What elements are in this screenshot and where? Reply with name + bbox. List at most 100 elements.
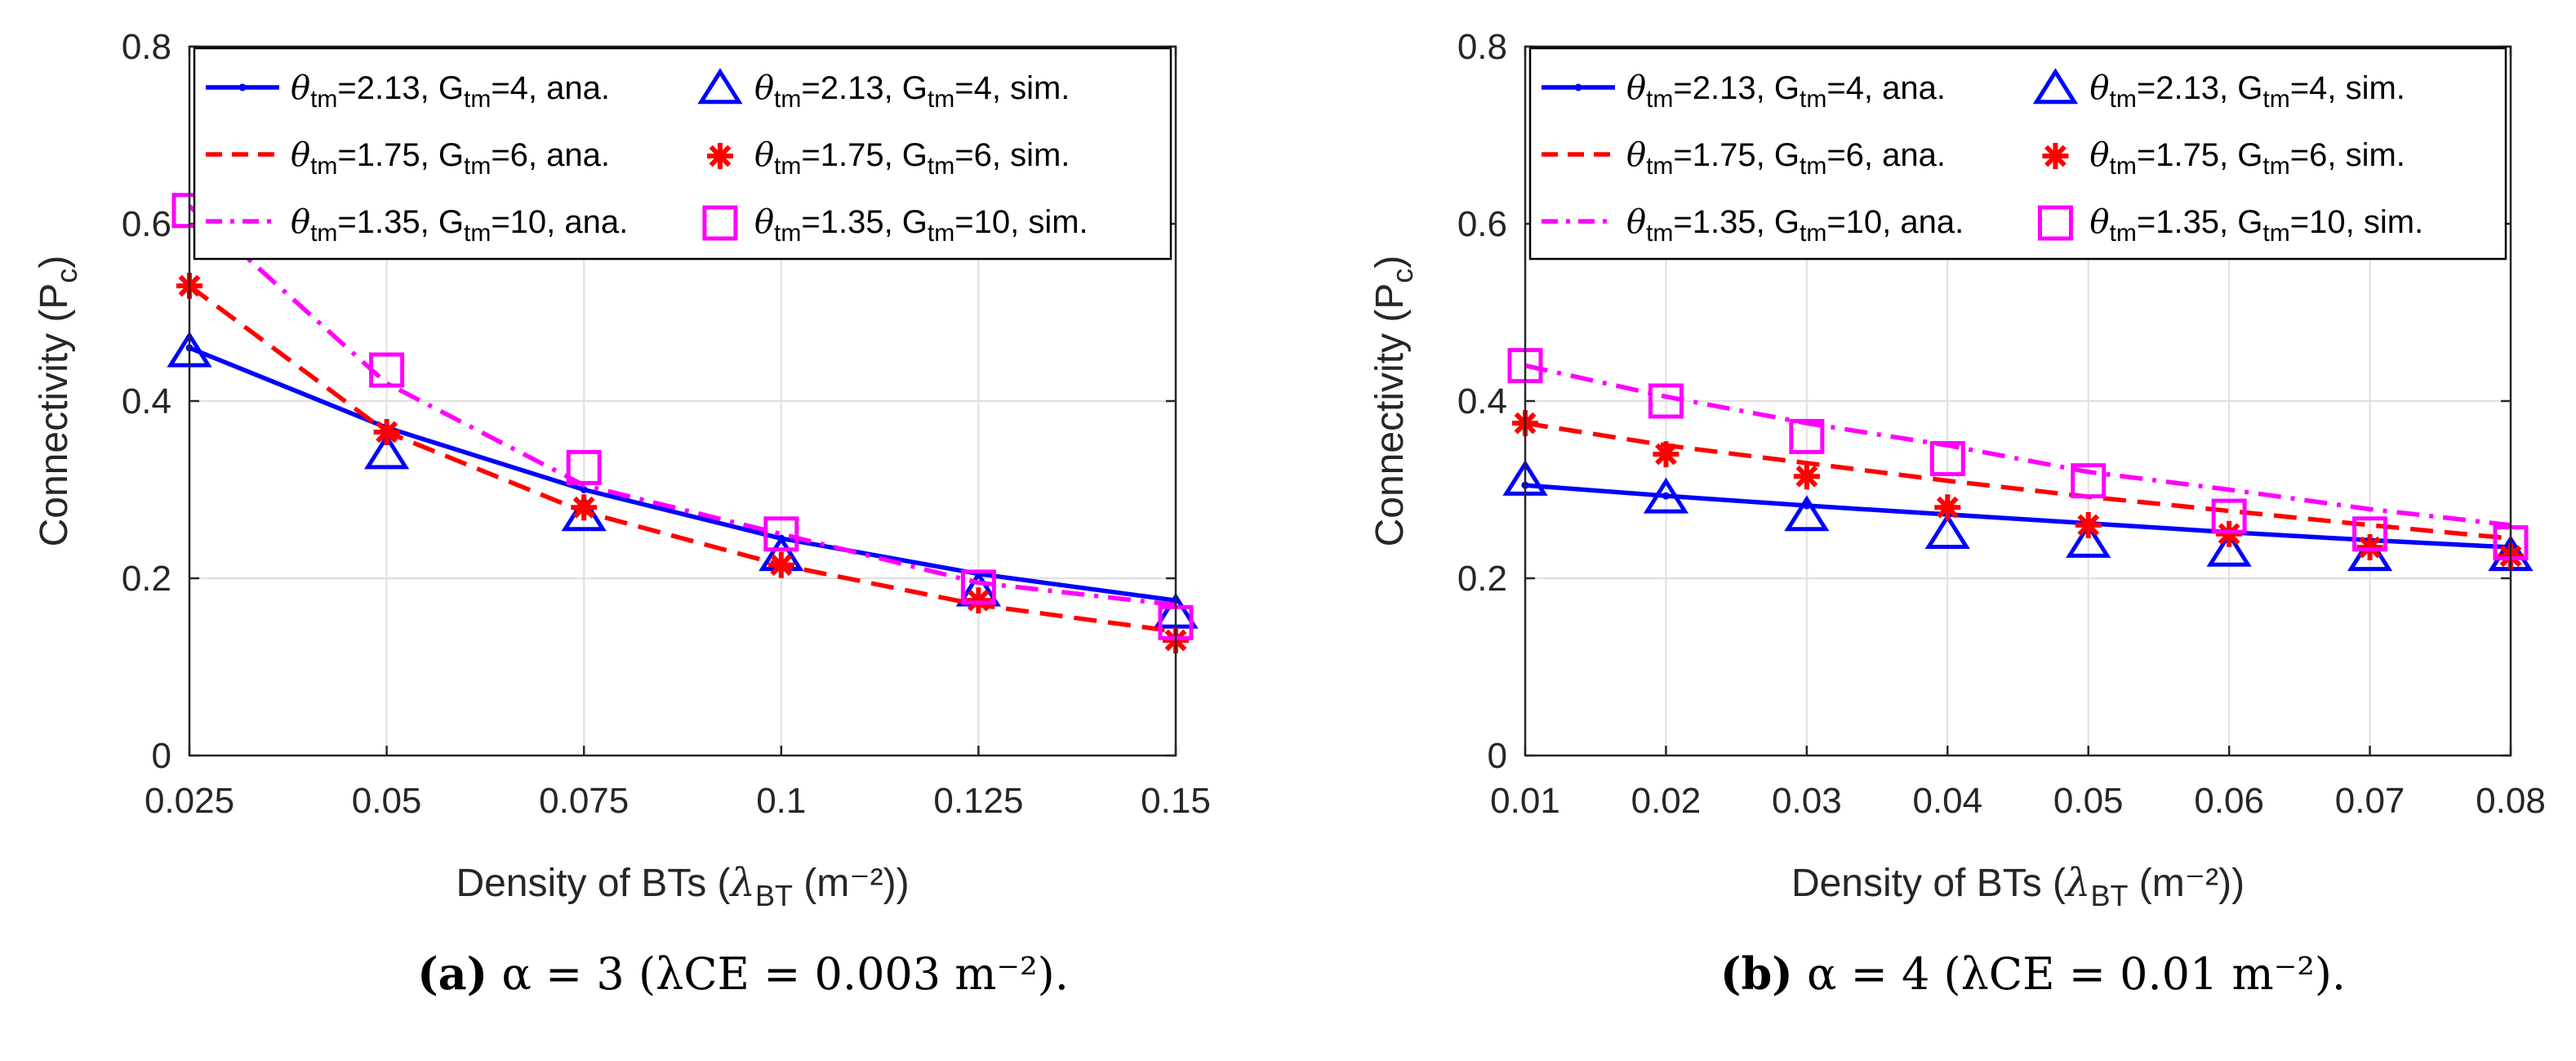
chart-b-xtick-label: 0.07 [2335, 781, 2405, 821]
chart-b-legend-label: θtm=1.75, Gtm=6, sim. [2089, 136, 2405, 180]
chart-b-legend-label: θtm=2.13, Gtm=4, sim. [2089, 69, 2405, 113]
chart-a-y-axis-label: Connectivity (Pc) [33, 256, 83, 547]
chart-a-legend-label-value: =6, ana. [491, 137, 610, 173]
chart-a-legend-label-sub: tm [310, 86, 337, 113]
chart-a-legend-label-value: =2.13, G [801, 70, 928, 106]
chart-b-legend-label-value: =2.13, G [1673, 70, 1800, 106]
chart-b-series-0-point [2066, 521, 2111, 558]
chart-b-ytick-label: 0.8 [1457, 27, 1507, 67]
chart-b: 0.01 0.02 0.03 0.04 0.05 0.06 0.07 0.08 0 0.2 0.4 0… [1368, 27, 2546, 912]
chart-b-legend-label-sub: tm [1800, 86, 1826, 113]
chart-a-legend-marker-1 [706, 143, 733, 169]
chart-b-legend-label-sub: tm [2110, 220, 2137, 247]
chart-b-legend: θtm=2.13, Gtm=4, ana. θtm=2.13, Gtm=4, si… [1528, 47, 2507, 261]
chart-b-legend-label-value: =6, sim. [2290, 137, 2405, 173]
chart-a-series-1-line [188, 283, 1177, 634]
chart-a-legend-label-sub: tm [928, 220, 954, 247]
chart-a-legend: θtm=2.13, Gtm=4, ana. θtm=2.13, Gtm=4, si… [193, 47, 1172, 261]
chart-b-legend-label: θtm=1.75, Gtm=6, ana. [1626, 136, 1946, 180]
chart-b-ticks: 0.01 0.02 0.03 0.04 0.05 0.06 0.07 0.08 0 0.2 0.4 0… [1457, 27, 2546, 821]
chart-a-legend-box [193, 47, 1172, 261]
chart-a-ytick-label: 0.4 [122, 381, 171, 421]
chart-b-series-1-line [1524, 421, 2511, 541]
chart-b-legend-label-value: =1.75, G [2137, 137, 2263, 173]
chart-b-series-1-point [1793, 463, 1820, 490]
chart-a-x-axis-label-lambda: λ [729, 860, 755, 906]
chart-a-legend-label-theta: θ [291, 69, 310, 107]
chart-b-y-axis-label-text: ) [1368, 256, 1412, 269]
chart-a-legend-label-sub: tm [774, 220, 801, 247]
chart-a-legend-label-sub: tm [774, 153, 801, 180]
chart-b-legend-label-value: =1.35, G [1673, 204, 1800, 240]
chart-b-series-2-point [2211, 498, 2247, 534]
chart-a-series-1-point [373, 418, 400, 445]
chart-b-legend-label-sub: tm [1800, 153, 1826, 180]
chart-b-series-2-line [1524, 363, 2511, 528]
chart-a-legend-label-sub: tm [774, 86, 801, 113]
chart-b-legend-label-value: =1.35, G [2137, 204, 2263, 240]
chart-b-legend-label-theta: θ [1626, 136, 1646, 174]
chart-b-legend-label-sub: tm [2110, 153, 2137, 180]
chart-b-legend-label-value: =6, ana. [1826, 137, 1946, 173]
chart-b-series-1-point [2216, 520, 2243, 547]
chart-a-xtick-label: 0.1 [756, 781, 806, 821]
chart-b-series-2-point [1929, 441, 1965, 477]
chart-b-series-0-point [1924, 513, 1970, 549]
chart-b-legend-label-sub: tm [1646, 86, 1673, 113]
chart-a-legend-label-value: =10, ana. [491, 204, 628, 240]
chart-a-legend-label-value: =10, sim. [954, 204, 1088, 240]
chart-a-legend-label: θtm=1.75, Gtm=6, ana. [291, 136, 610, 180]
chart-b-legend-label-sub: tm [1646, 220, 1673, 247]
chart-b-xtick-label: 0.02 [1631, 781, 1702, 821]
chart-b-legend-label-value: =2.13, G [2137, 70, 2263, 106]
chart-a-series-2-line [188, 204, 1177, 608]
caption-b-label: (b) [1720, 947, 1793, 1000]
chart-a-legend-label-sub: tm [464, 86, 491, 113]
chart-a-legend-dot [238, 83, 247, 91]
chart-b-series-1-point-stroke [2218, 523, 2240, 546]
chart-a-legend-marker-1-stroke [709, 145, 732, 167]
chart-b-series-2-point [1789, 418, 1825, 454]
chart-a-legend-label-value: =1.35, G [801, 204, 928, 240]
chart-b-series-0-point [1643, 477, 1689, 514]
chart-b-series-1-point-stroke [2077, 514, 2100, 537]
chart-b-xtick-label: 0.04 [1912, 781, 1982, 821]
chart-a-series-2-point [566, 449, 602, 485]
chart-b-legend-marker-1-stroke [2044, 145, 2067, 167]
chart-a-legend-label-theta: θ [754, 69, 774, 107]
chart-a-ytick-label: 0.2 [122, 559, 171, 599]
chart-a-legend-label-sub: tm [928, 86, 954, 113]
caption-a: (a) α = 3 (λCE = 0.003 m⁻²). [310, 947, 1176, 1013]
chart-a-legend-label-theta: θ [754, 203, 774, 241]
chart-a-legend-label-sub: tm [310, 220, 337, 247]
chart-a-series-2-point [763, 516, 799, 552]
chart-b-legend-label-theta: θ [2089, 136, 2109, 174]
chart-a-legend-label-value: =6, sim. [954, 137, 1070, 173]
chart-a-series-2-point [960, 569, 996, 605]
chart-b-legend-marker-2 [2037, 205, 2073, 241]
chart-b-legend-label-sub: tm [1800, 220, 1826, 247]
chart-a-legend-marker-2 [702, 205, 738, 241]
chart-a-xtick-label: 0.05 [352, 781, 422, 821]
chart-b-x-axis-label-lambda: λ [2064, 860, 2090, 906]
chart-a-legend-label-theta: θ [754, 136, 774, 174]
chart-a-series-1-point [767, 551, 794, 578]
chart-a-series-1-point-stroke [572, 496, 595, 519]
chart-b-legend-label-value: =4, sim. [2290, 70, 2405, 106]
chart-a-legend-label-value: =4, ana. [491, 70, 610, 106]
chart-b-series-1-point [1934, 494, 1961, 521]
chart-a-x-axis-label: Density of BTs (λBT (m⁻²)) [456, 860, 909, 912]
chart-b-ytick-label: 0.4 [1457, 381, 1507, 421]
chart-b-legend-label-sub: tm [2110, 86, 2137, 113]
chart-b-series-2-point [2352, 516, 2388, 552]
chart-a-series-1-point [571, 494, 598, 521]
chart-b-legend-label-sub: tm [2262, 220, 2289, 247]
chart-a-ytick-label: 0 [152, 736, 171, 776]
chart-a-series-2-point [369, 352, 405, 388]
chart-b-series-1-point-stroke [1795, 465, 1818, 488]
chart-a-y-axis-label-text: ) [33, 256, 76, 269]
chart-a-legend-label: θtm=2.13, Gtm=4, sim. [754, 69, 1070, 113]
chart-a-legend-label-theta: θ [291, 136, 310, 174]
chart-a-ticks: 0.025 0.05 0.075 0.1 0.125 0.15 0 0.2 0.4 0.6 0.8 [122, 27, 1211, 821]
chart-a-axes-frame [188, 45, 1177, 757]
